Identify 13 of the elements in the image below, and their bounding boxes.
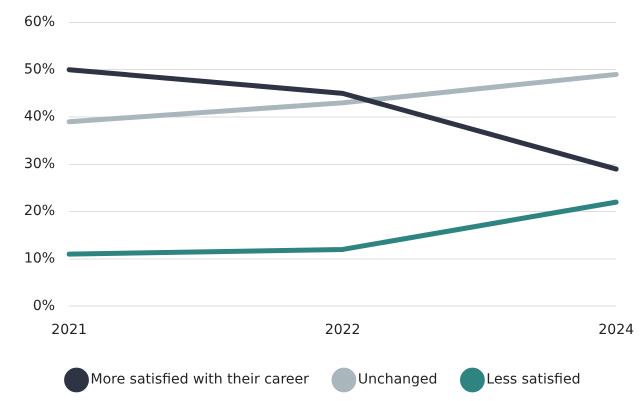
y-tick-label: 10% (24, 250, 56, 267)
legend-label: More satisfied with their career (90, 372, 310, 388)
y-tick-label: 0% (32, 298, 56, 314)
x-tick-label: 2024 (598, 322, 634, 338)
y-tick-label: 30% (24, 156, 56, 172)
y-tick-label: 50% (24, 61, 56, 78)
y-tick-label: 60% (24, 14, 56, 30)
x-tick-label: 2021 (51, 322, 87, 338)
legend-label: Unchanged (358, 372, 438, 388)
x-tick-label: 2022 (324, 322, 360, 338)
y-tick-label: 40% (24, 108, 56, 125)
y-tick-label: 20% (24, 203, 56, 220)
legend-label: Less satisfied (486, 372, 581, 388)
